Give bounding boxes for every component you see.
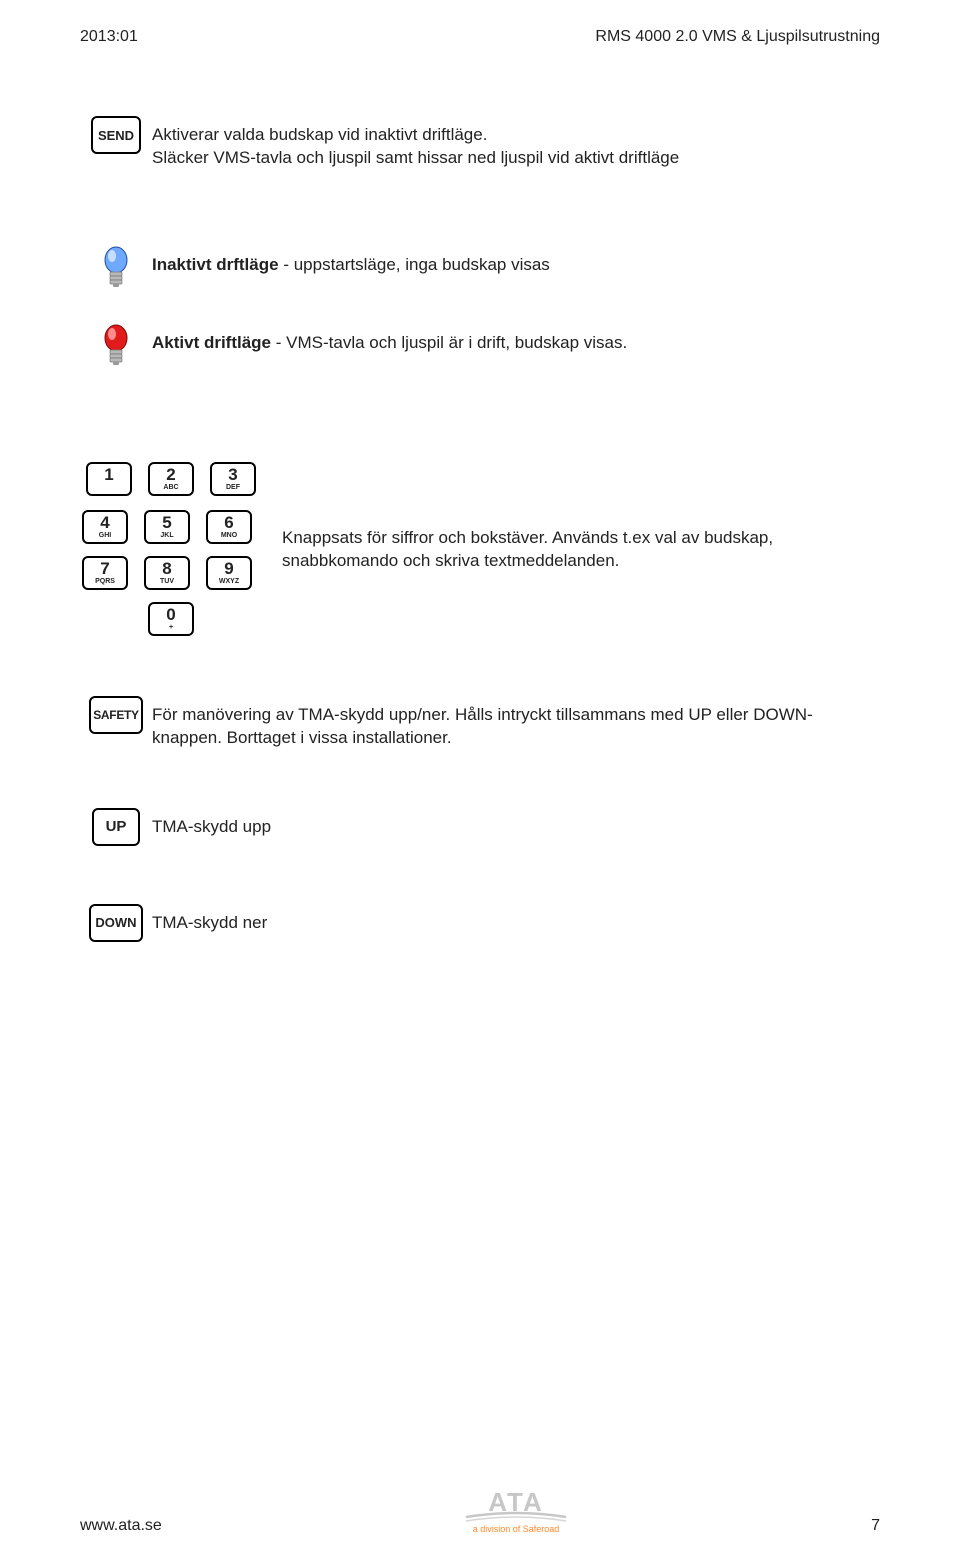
inactive-mode-row: Inaktivt drftläge - uppstartsläge, inga … [80,246,880,288]
key-7: 7 PQRS [82,556,128,590]
safety-desc: För manövering av TMA-skydd upp/ner. Hål… [152,696,880,750]
logo-tagline-svg: a division of Saferoad [473,1524,560,1534]
key-4: 4 GHI [82,510,128,544]
keypad-block: 1 2 ABC 3 DEF 4 GHI 5 JKL 6 MNO [82,462,880,636]
key-9: 9 WXYZ [206,556,252,590]
up-desc: TMA-skydd upp [152,808,880,839]
send-desc: Aktiverar valda budskap vid inaktivt dri… [152,116,880,170]
footer-page: 7 [871,1517,880,1535]
safety-button-icon: SAFETY [89,696,143,734]
safety-row: SAFETY För manövering av TMA-skydd upp/n… [80,696,880,750]
header-left: 2013:01 [80,28,138,46]
key-6: 6 MNO [206,510,252,544]
down-row: DOWN TMA-skydd ner [80,904,880,942]
send-row: SEND Aktiverar valda budskap vid inaktiv… [80,116,880,170]
key-3: 3 DEF [210,462,256,496]
keypad-desc: Knappsats för siffror och bokstäver. Anv… [282,527,880,573]
down-button-icon: DOWN [89,904,143,942]
key-2: 2 ABC [148,462,194,496]
header-right: RMS 4000 2.0 VMS & Ljuspilsutrustning [595,28,880,46]
key-8: 8 TUV [144,556,190,590]
footer-url: www.ata.se [80,1517,162,1535]
down-desc: TMA-skydd ner [152,904,880,935]
send-button-icon: SEND [91,116,141,154]
page-header: 2013:01 RMS 4000 2.0 VMS & Ljuspilsutrus… [80,28,880,46]
active-mode-text: Aktivt driftläge - VMS-tavla och ljuspil… [152,324,880,355]
inactive-mode-strong: Inaktivt drftläge [152,255,279,274]
inactive-mode-text: Inaktivt drftläge - uppstartsläge, inga … [152,246,880,277]
key-0: 0 + [148,602,194,636]
inactive-mode-rest: - uppstartsläge, inga budskap visas [279,255,550,274]
up-row: UP TMA-skydd upp [80,808,880,846]
active-mode-rest: - VMS-tavla och ljuspil är i drift, buds… [271,333,627,352]
footer-logo: ATA a division of Saferoad [446,1487,586,1535]
active-mode-row: Aktivt driftläge - VMS-tavla och ljuspil… [80,324,880,366]
key-1: 1 [86,462,132,496]
bulb-red-icon [101,324,131,366]
bulb-blue-icon [101,246,131,288]
active-mode-strong: Aktivt driftläge [152,333,271,352]
up-button-icon: UP [92,808,140,846]
page-footer: www.ata.se ATA a division of Saferoad 7 [80,1487,880,1535]
key-5: 5 JKL [144,510,190,544]
